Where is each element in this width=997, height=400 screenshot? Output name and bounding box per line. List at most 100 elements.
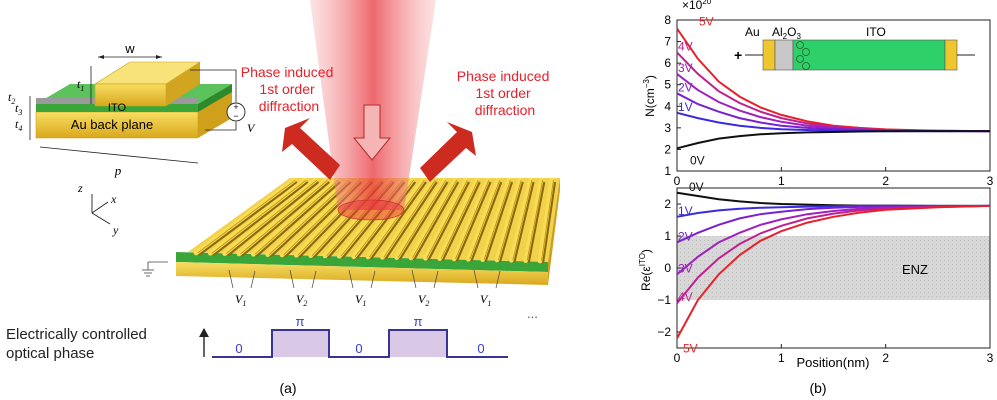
metal-strip-edge: [383, 179, 436, 258]
svg-text:−: −: [233, 111, 238, 121]
metal-strip: [394, 177, 447, 260]
inset-plus-label: +: [734, 47, 742, 63]
axis-y-label: y: [112, 223, 119, 237]
metal-strip: [451, 177, 490, 262]
bottom-plot-axes: 0 1 2 3 −2 −1 0 1 2: [657, 197, 993, 365]
backplane-label: Au back plane: [71, 117, 153, 132]
source-v-label: V: [247, 121, 256, 135]
phase-value-4: π: [414, 314, 423, 329]
right-diffraction-label: Phase induced 1st order diffraction: [457, 68, 554, 118]
left-diffraction-label: Phase induced 1st order diffraction: [241, 64, 338, 114]
metal-strip-edge: [469, 179, 501, 260]
phase-value-3: 0: [355, 341, 362, 356]
unit-cell-inset: w t1 t2 t3 t4 ITO Au back plane p + − V: [8, 41, 256, 178]
panel-a: w t1 t2 t3 t4 ITO Au back plane p + − V: [6, 0, 560, 396]
metal-strip-edge: [498, 179, 522, 261]
metal-strip-shadow: [470, 181, 503, 262]
y-tick-label: 6: [664, 56, 671, 70]
metal-strip: [251, 177, 340, 257]
metal-strip: [537, 177, 555, 264]
metal-strip: [222, 177, 318, 256]
voltage-lead: [473, 269, 479, 289]
y-tick-label: 7: [664, 35, 671, 49]
metal-strip-shadow: [513, 181, 535, 263]
voltage-label: V2: [296, 292, 307, 308]
axis-x-label: x: [110, 192, 117, 206]
ito-label: ITO: [108, 102, 127, 114]
x-tick-label: 1: [778, 351, 785, 365]
x-tick-label: 0: [674, 351, 681, 365]
metal-strip-shadow: [255, 181, 341, 258]
metal-strip-edge: [483, 179, 511, 260]
series-line: [676, 204, 991, 339]
phase-value-2: π: [296, 314, 305, 329]
metal-strip-shadow: [441, 181, 481, 262]
caption-a: (a): [279, 380, 296, 396]
voltage-label: V1: [480, 292, 491, 308]
y-tick-label: 0: [664, 261, 671, 275]
t2-label: t2: [8, 90, 15, 106]
inset-au-right-block: [944, 39, 958, 71]
metal-strip-edge: [426, 179, 468, 259]
series-label: 4V: [678, 39, 693, 53]
y-tick-label: 1: [664, 229, 671, 243]
ito-layer-side: [198, 84, 232, 112]
voltage-lead: [311, 270, 317, 289]
laser-beam: [282, 0, 476, 221]
phase-value-5: 0: [477, 341, 484, 356]
inset-ito-block: [792, 39, 946, 71]
metal-strip: [494, 177, 523, 263]
y-tick-label: 2: [664, 142, 671, 156]
p-dimension-line: [39, 146, 199, 164]
metal-strip-edge: [211, 179, 307, 254]
voltage-lead: [433, 270, 439, 289]
series-line: [676, 191, 990, 207]
phase-waveform: [212, 329, 508, 358]
metal-strip: [236, 177, 329, 257]
metal-strip-edge: [541, 179, 554, 262]
t3-label: t3: [15, 101, 22, 117]
metal-strip-shadow: [413, 181, 460, 261]
x-tick-label: 2: [882, 351, 889, 365]
metal-strip-shadow: [527, 181, 546, 263]
t1-label: t1: [77, 77, 84, 93]
voltage-lead: [495, 270, 501, 289]
metal-strip-edge: [455, 179, 490, 260]
right-diffraction-arrow-icon: [420, 122, 476, 182]
metal-strip: [380, 177, 437, 260]
metal-strip-shadow: [427, 181, 470, 261]
enz-label: ENZ: [902, 262, 928, 277]
inset-oxide-label: Al2O3: [772, 25, 801, 41]
metal-strip: [423, 177, 469, 261]
axis-z-label: z: [77, 181, 83, 195]
y-tick-label: 1: [664, 164, 671, 178]
y-tick-label: 8: [664, 13, 671, 27]
top-plot-series: 5V 4V 3V 2V 1V 0V: [676, 15, 991, 167]
y-tick-label: 2: [664, 197, 671, 211]
svg-text:+: +: [233, 102, 238, 112]
voltage-labels: V1 V2 V1 V2 V1: [228, 269, 501, 308]
metal-strip: [509, 177, 533, 263]
series-label: 1V: [678, 100, 693, 114]
metal-strip-shadow: [455, 181, 492, 262]
series-label: 2V: [678, 229, 693, 243]
metal-strip-edge: [512, 179, 533, 261]
top-block-front: [94, 83, 167, 107]
top-scale-label: ×1020: [682, 0, 712, 12]
array-side: [548, 178, 560, 285]
voltage-source-icon: [226, 102, 246, 122]
x-tick-label: 3: [987, 351, 994, 365]
voltage-lead: [370, 270, 376, 289]
incident-arrow-icon: [352, 104, 392, 161]
metal-strip-edge: [240, 179, 329, 255]
ellipsis: ...: [527, 306, 538, 321]
metal-strip-shadow: [498, 181, 524, 263]
voltage-lead: [228, 269, 234, 289]
top-ylabel: N(cm−3): [642, 75, 657, 117]
phase-label: Electrically controlled optical phase: [6, 326, 151, 362]
left-diffraction-arrow-icon: [282, 118, 340, 180]
series-label: 5V: [683, 341, 698, 355]
series-label: 5V: [699, 15, 714, 29]
